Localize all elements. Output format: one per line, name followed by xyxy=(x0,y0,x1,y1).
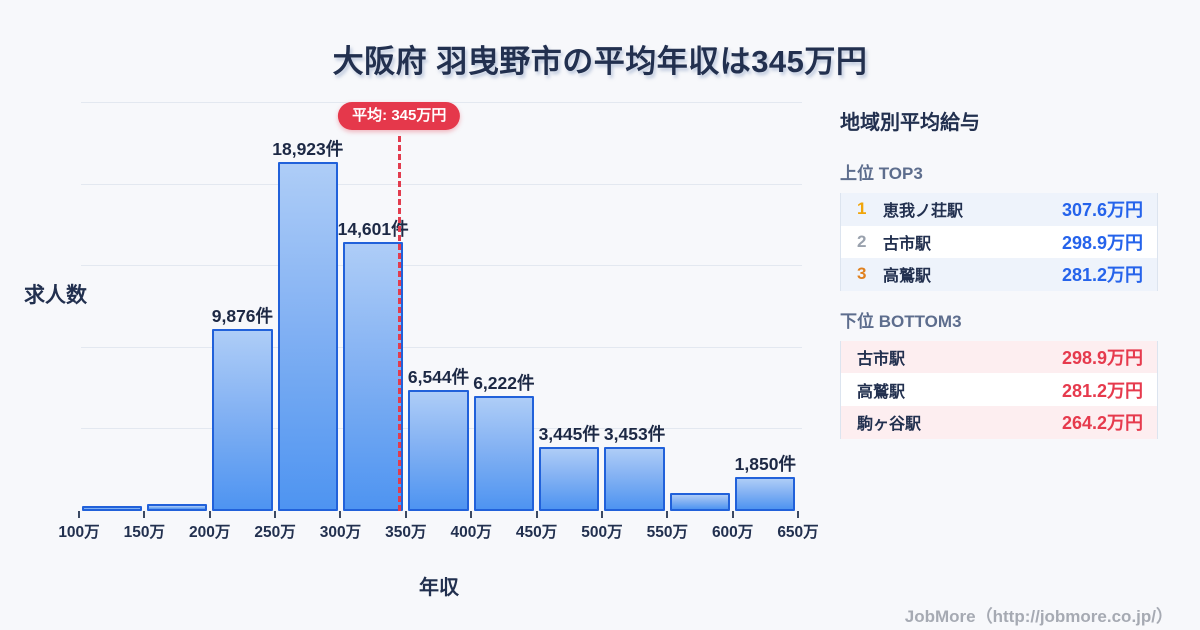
station-name: 高鷲駅 xyxy=(857,383,906,401)
x-axis-tick xyxy=(339,511,342,518)
x-tick-label: 300万 xyxy=(319,524,362,541)
page-title: 大阪府 羽曳野市の平均年収は345万円 xyxy=(332,44,868,79)
station-name: 高鷲駅 xyxy=(883,268,932,286)
salary-value: 281.2万円 xyxy=(1061,380,1143,401)
rank-number: 1 xyxy=(857,199,867,219)
station-name: 古市駅 xyxy=(883,235,932,253)
histogram-bar xyxy=(277,162,338,511)
bar-value-label: 18,923件 xyxy=(272,139,344,159)
histogram-bar xyxy=(146,503,208,511)
top3-section-label: 上位 TOP3 xyxy=(840,164,923,183)
table-row: 2 古市駅 298.9万円 xyxy=(841,225,1157,259)
gridline xyxy=(81,183,802,185)
x-axis-tick xyxy=(666,511,669,518)
x-axis-tick xyxy=(143,511,146,518)
x-axis-tick xyxy=(600,511,603,518)
station-name: 恵我ノ荘駅 xyxy=(883,203,964,221)
rank-number: 2 xyxy=(857,231,867,251)
x-tick-label: 150万 xyxy=(123,524,166,541)
x-axis-tick xyxy=(78,511,80,518)
x-tick-label: 200万 xyxy=(189,524,231,541)
x-axis-tick xyxy=(797,511,799,518)
x-axis-tick xyxy=(731,511,734,518)
table-row: 古市駅 298.9万円 xyxy=(841,340,1157,374)
x-tick-label: 550万 xyxy=(646,524,688,541)
source-credit: JobMore（http://jobmore.co.jp/） xyxy=(904,607,1173,626)
bar-value-label: 6,222件 xyxy=(473,373,535,394)
y-axis-label: 求人数 xyxy=(24,284,87,307)
histogram-bar xyxy=(81,506,142,511)
bottom3-table: 古市駅 298.9万円高鷲駅 281.2万円駒ヶ谷駅 264.2万円 xyxy=(840,340,1158,439)
top3-table: 1 恵我ノ荘駅 307.6万円 2 古市駅 298.9万円 3 高鷲駅 281.2万円 xyxy=(840,193,1158,291)
income-histogram-plot: 9,876件 18,923件 14,601件 6,544件 6,222件 3,445件 3,… xyxy=(58,102,819,541)
histogram-bar xyxy=(604,447,665,511)
histogram-bar xyxy=(669,492,731,511)
table-row: 3 高鷲駅 281.2万円 xyxy=(841,258,1157,291)
x-tick-label: 650万 xyxy=(777,524,819,541)
x-tick-label: 250万 xyxy=(254,524,296,541)
salary-value: 298.9万円 xyxy=(1061,348,1143,369)
histogram-bar xyxy=(539,447,600,511)
bar-value-label: 1,850件 xyxy=(734,453,796,474)
x-tick-label: 350万 xyxy=(385,524,427,541)
x-tick-label: 400万 xyxy=(450,524,492,541)
table-row: 駒ヶ谷駅 264.2万円 xyxy=(841,405,1157,439)
x-axis-tick xyxy=(535,511,538,518)
x-tick-label: 450万 xyxy=(515,524,558,541)
salary-value: 281.2万円 xyxy=(1061,265,1143,286)
x-tick-label: 600万 xyxy=(711,524,754,541)
salary-value: 264.2万円 xyxy=(1061,413,1143,434)
histogram-bar xyxy=(212,328,273,511)
histogram-bar xyxy=(473,396,535,511)
gridline xyxy=(81,346,802,348)
x-axis-tick xyxy=(404,511,407,518)
average-badge: 平均: 345万円 xyxy=(338,102,461,130)
bar-value-label: 6,544件 xyxy=(407,367,470,388)
x-tick-label: 500万 xyxy=(581,524,623,541)
table-row: 高鷲駅 281.2万円 xyxy=(841,373,1157,406)
bar-value-label: 14,601件 xyxy=(337,218,409,239)
table-row: 1 恵我ノ荘駅 307.6万円 xyxy=(841,193,1157,226)
histogram-bar xyxy=(735,476,796,511)
bar-value-label: 9,876件 xyxy=(211,305,274,326)
station-name: 古市駅 xyxy=(857,351,906,369)
sidebar-region-salary: 地域別平均給与 上位 TOP3 1 恵我ノ荘駅 307.6万円 2 古市駅 298.9万円… xyxy=(840,106,1158,439)
bar-value-label: 3,453件 xyxy=(603,424,666,445)
sidebar-header: 地域別平均給与 xyxy=(840,112,980,134)
x-axis-tick xyxy=(208,511,211,518)
x-axis-label: 年収 xyxy=(419,577,459,599)
histogram-bar xyxy=(408,390,469,511)
x-tick-label: 100万 xyxy=(58,524,100,541)
bottom3-section-label: 下位 BOTTOM3 xyxy=(840,311,962,331)
gridline xyxy=(81,265,802,266)
rank-number: 3 xyxy=(857,264,867,284)
salary-value: 298.9万円 xyxy=(1061,232,1143,253)
station-name: 駒ヶ谷駅 xyxy=(857,416,922,434)
x-axis-tick xyxy=(470,511,473,518)
average-line xyxy=(397,136,401,511)
bar-value-label: 3,445件 xyxy=(538,424,600,445)
salary-value: 307.6万円 xyxy=(1061,200,1143,221)
x-axis-tick xyxy=(274,511,277,518)
histogram-bar xyxy=(342,241,404,511)
